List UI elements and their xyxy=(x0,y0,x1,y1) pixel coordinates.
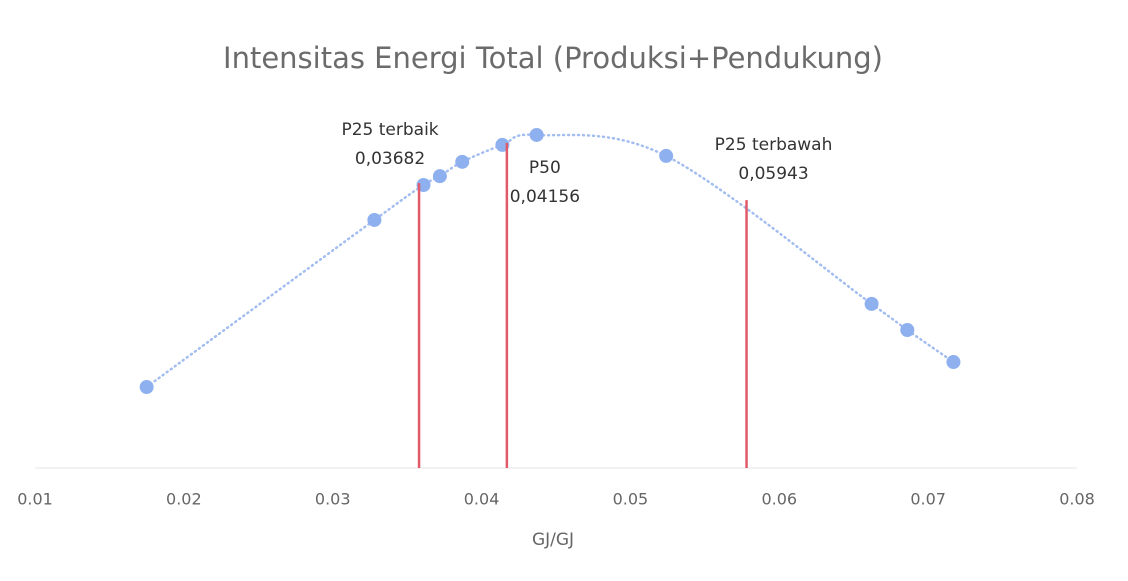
data-point xyxy=(659,148,674,163)
annotation: 0,04156 xyxy=(510,187,580,207)
data-point xyxy=(864,296,879,311)
annotation: 0,03682 xyxy=(355,149,425,169)
x-tick-label: 0.06 xyxy=(761,490,797,509)
x-axis-label: GJ/GJ xyxy=(532,530,574,550)
data-point xyxy=(946,355,961,370)
x-tick-label: 0.01 xyxy=(17,490,53,509)
annotation: 0,05943 xyxy=(738,164,808,184)
x-tick-label: 0.05 xyxy=(613,490,649,509)
annotation: P25 terbawah xyxy=(715,135,833,155)
annotation: P50 xyxy=(529,158,561,178)
x-tick-label: 0.02 xyxy=(166,490,202,509)
x-tick-label: 0.08 xyxy=(1059,490,1095,509)
x-tick-label: 0.07 xyxy=(910,490,946,509)
data-point xyxy=(900,323,915,337)
chart-title: Intensitas Energi Total (Produksi+Penduk… xyxy=(223,41,883,75)
x-tick-label: 0.04 xyxy=(464,490,500,509)
data-point xyxy=(432,169,447,184)
x-tick-label: 0.03 xyxy=(315,490,351,509)
data-point xyxy=(139,380,154,395)
data-point xyxy=(367,212,382,227)
data-point xyxy=(529,127,544,142)
annotation: P25 terbaik xyxy=(341,120,438,140)
data-point xyxy=(455,154,470,169)
